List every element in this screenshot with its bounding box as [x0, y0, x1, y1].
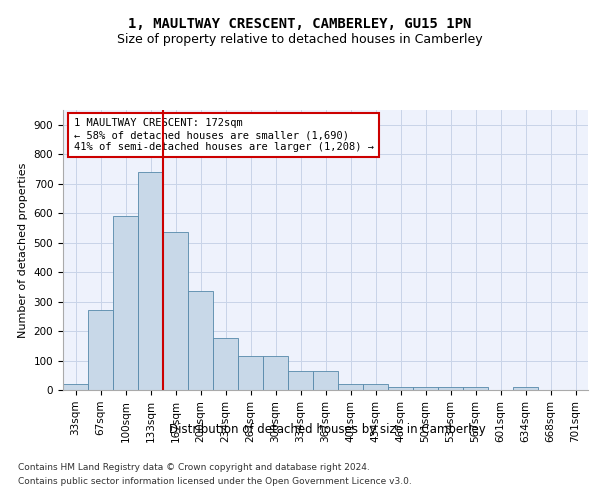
Bar — [138, 172, 163, 390]
Text: Distribution of detached houses by size in Camberley: Distribution of detached houses by size … — [169, 422, 485, 436]
Text: Contains public sector information licensed under the Open Government Licence v3: Contains public sector information licen… — [18, 478, 412, 486]
Bar — [163, 232, 188, 390]
Text: 1 MAULTWAY CRESCENT: 172sqm
← 58% of detached houses are smaller (1,690)
41% of : 1 MAULTWAY CRESCENT: 172sqm ← 58% of det… — [74, 118, 373, 152]
Bar — [413, 387, 438, 390]
Bar — [238, 356, 263, 390]
Bar — [388, 387, 413, 390]
Bar — [438, 387, 463, 390]
Bar — [63, 384, 88, 390]
Bar — [188, 292, 213, 390]
Bar — [313, 371, 338, 390]
Bar — [213, 338, 238, 390]
Bar — [88, 310, 113, 390]
Text: Contains HM Land Registry data © Crown copyright and database right 2024.: Contains HM Land Registry data © Crown c… — [18, 462, 370, 471]
Bar — [463, 387, 488, 390]
Text: Size of property relative to detached houses in Camberley: Size of property relative to detached ho… — [117, 32, 483, 46]
Bar — [288, 371, 313, 390]
Bar — [263, 356, 288, 390]
Y-axis label: Number of detached properties: Number of detached properties — [18, 162, 28, 338]
Bar — [513, 387, 538, 390]
Bar — [363, 384, 388, 390]
Text: 1, MAULTWAY CRESCENT, CAMBERLEY, GU15 1PN: 1, MAULTWAY CRESCENT, CAMBERLEY, GU15 1P… — [128, 18, 472, 32]
Bar — [113, 216, 138, 390]
Bar — [338, 384, 363, 390]
